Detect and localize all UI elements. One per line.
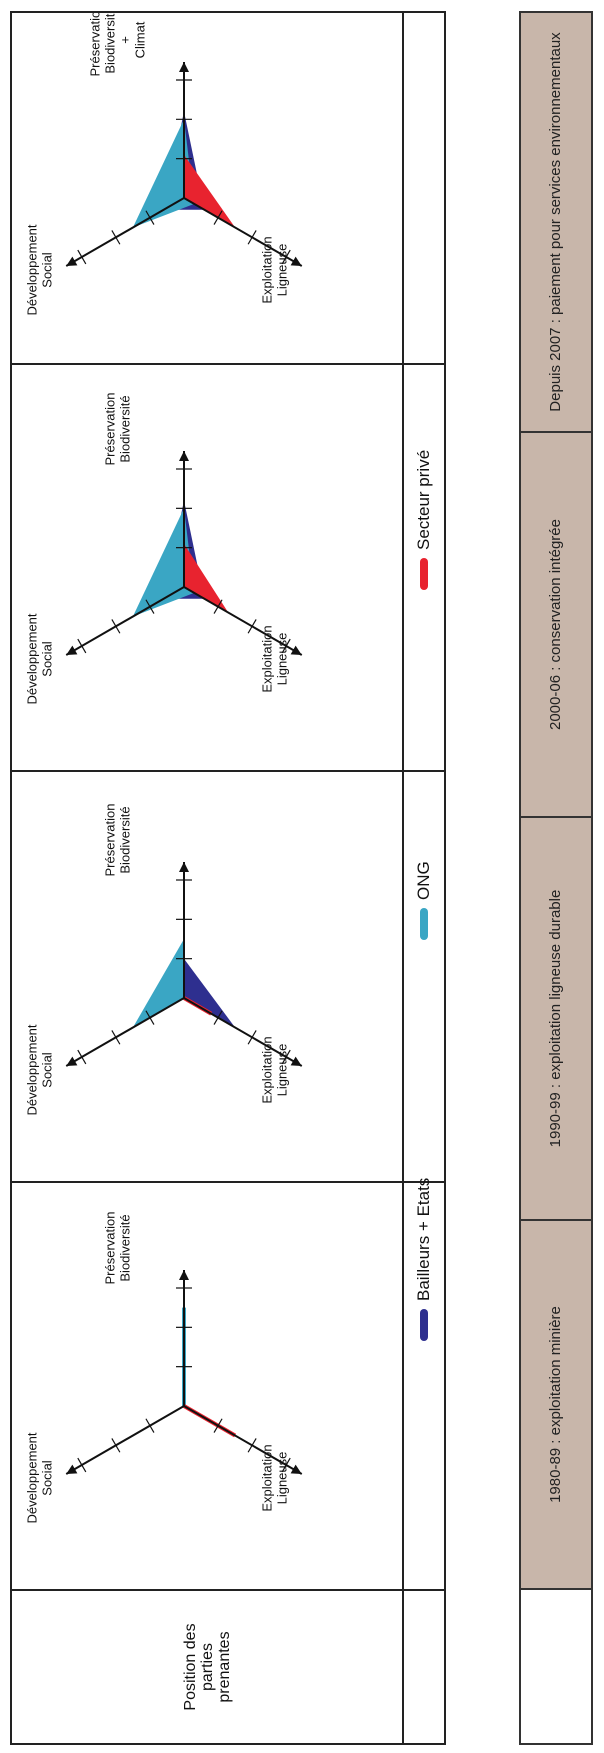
axis-tick	[145, 599, 155, 614]
axis-line	[183, 197, 303, 267]
axis-label: Préservation	[103, 393, 118, 466]
series-area-bailleurs-etats	[184, 958, 236, 1028]
series-area-secteur-priv	[184, 154, 236, 228]
axis-tick	[77, 1049, 87, 1065]
axis-label: Exploitation	[260, 625, 275, 692]
axis-arrowhead	[179, 862, 189, 872]
period-table: 1980-89 : exploitation minière 1990-99 :…	[519, 11, 593, 1745]
legend-item-secteur-prive: Secteur privé	[404, 450, 444, 590]
legend-item-bailleurs: Bailleurs + Etats	[404, 1178, 444, 1341]
axis-tick	[213, 599, 223, 614]
period-label-2: 1990-99 : exploitation ligneuse durable	[547, 889, 564, 1148]
axis-arrowhead	[66, 256, 78, 266]
axis-label: Préservation	[88, 13, 103, 76]
axis-line	[65, 586, 185, 656]
axis-tick	[77, 249, 87, 265]
axis-label: Ligneuse	[275, 244, 290, 297]
axis-label: Biodiversité	[118, 1214, 133, 1281]
axis-label: Social	[40, 1052, 55, 1088]
axis-label: Développement	[25, 1432, 40, 1523]
axis-label: Ligneuse	[275, 1044, 290, 1097]
axis-arrowhead	[66, 1464, 78, 1474]
stakeholder-diagram-panel: Position des parties prenantes Préservat…	[10, 11, 446, 1745]
legend-label-ong: ONG	[414, 861, 433, 900]
axis-tick	[145, 1010, 155, 1025]
axis-label: Développement	[25, 613, 40, 704]
legend-item-ong: ONG	[404, 861, 444, 940]
axis-line	[183, 586, 303, 656]
axis-tick	[145, 1418, 155, 1433]
axis-tick	[247, 1438, 257, 1453]
period-cell-3: 2000-06 : conservation intégrée	[521, 431, 591, 816]
period-cell-2: 1990-99 : exploitation ligneuse durable	[521, 816, 591, 1219]
axis-arrowhead	[290, 1056, 302, 1066]
series-area-secteur-priv	[184, 543, 229, 613]
axis-arrowhead	[179, 451, 189, 461]
axis-line	[65, 1405, 185, 1475]
axis-tick	[111, 230, 121, 245]
axis-label: Préservation	[103, 804, 118, 877]
axis-label: Ligneuse	[275, 1452, 290, 1505]
axis-label: Exploitation	[260, 1444, 275, 1511]
axis-label: Climat	[133, 21, 148, 58]
legend-swatch-ong	[420, 908, 428, 940]
axis-tick	[213, 1010, 223, 1025]
axis-tick	[281, 1049, 291, 1065]
axis-arrowhead	[66, 1056, 78, 1066]
period-cell-4: Depuis 2007 : paiement pour services env…	[521, 13, 591, 431]
legend-label-secteur-prive: Secteur privé	[414, 449, 433, 550]
axis-arrowhead	[179, 62, 189, 72]
axis-line	[183, 1405, 303, 1475]
axis-label: Exploitation	[260, 1036, 275, 1103]
axis-tick	[111, 619, 121, 634]
axis-line	[183, 997, 303, 1067]
axis-tick	[281, 249, 291, 265]
axis-label: Développement	[25, 224, 40, 315]
axis-tick	[213, 1418, 223, 1433]
axis-label: Exploitation	[260, 236, 275, 303]
axis-label: Ligneuse	[275, 633, 290, 686]
axis-tick	[247, 230, 257, 245]
axis-tick	[247, 619, 257, 634]
axis-tick	[111, 1438, 121, 1453]
axis-label: Social	[40, 641, 55, 677]
series-area-ong	[132, 939, 184, 1028]
legend-swatch-bailleurs	[420, 1309, 428, 1341]
axis-label: Biodiversité	[118, 806, 133, 873]
period-label-3: 2000-06 : conservation intégrée	[547, 519, 564, 730]
axis-tick	[111, 1030, 121, 1045]
legend-swatch-secteur-prive	[420, 558, 428, 590]
axis-label: Développement	[25, 1024, 40, 1115]
axis-label: Préservation	[103, 1212, 118, 1285]
legend-label-bailleurs: Bailleurs + Etats	[414, 1177, 433, 1301]
axis-tick	[281, 638, 291, 654]
axis-tick	[145, 210, 155, 225]
axis-arrowhead	[290, 256, 302, 266]
axis-tick	[77, 1457, 87, 1473]
axis-label: Social	[40, 252, 55, 288]
axis-arrowhead	[290, 1464, 302, 1474]
period-table-header	[521, 1588, 591, 1743]
axis-tick	[281, 1457, 291, 1473]
period-cell-1: 1980-89 : exploitation minière	[521, 1219, 591, 1588]
axis-tick	[247, 1030, 257, 1045]
axis-arrowhead	[179, 1270, 189, 1280]
axis-label: Biodiversité	[118, 395, 133, 462]
axis-label: Social	[40, 1460, 55, 1496]
axis-label: Biodiversité	[103, 13, 118, 74]
axis-label: +	[118, 36, 133, 44]
axis-line	[65, 997, 185, 1067]
period-label-1: 1980-89 : exploitation minière	[547, 1306, 564, 1503]
axis-arrowhead	[290, 645, 302, 655]
axis-line	[65, 197, 185, 267]
period-label-4: Depuis 2007 : paiement pour services env…	[547, 32, 564, 412]
axis-tick	[213, 210, 223, 225]
axis-arrowhead	[66, 645, 78, 655]
axis-tick	[77, 638, 87, 654]
